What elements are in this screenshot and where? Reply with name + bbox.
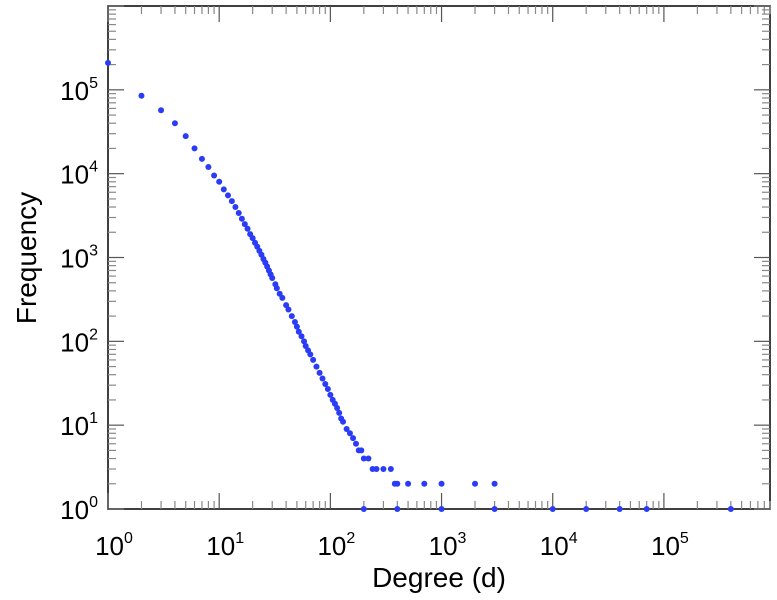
data-point xyxy=(249,235,256,242)
data-point xyxy=(138,92,145,99)
x-tick-label: 104 xyxy=(540,530,578,561)
data-point xyxy=(216,178,223,185)
data-point xyxy=(205,164,212,171)
y-tick-label: 101 xyxy=(60,410,98,441)
data-point xyxy=(350,435,357,442)
data-point xyxy=(343,426,350,433)
x-tick-label: 103 xyxy=(429,530,467,561)
data-point xyxy=(472,480,479,487)
data-point xyxy=(191,145,198,152)
data-point xyxy=(310,356,317,363)
x-tick-label: 105 xyxy=(651,530,689,561)
data-point xyxy=(380,466,387,473)
data-point xyxy=(334,405,341,412)
data-point xyxy=(244,225,251,232)
data-point xyxy=(387,466,394,473)
data-point xyxy=(288,313,295,320)
y-tick-label: 102 xyxy=(60,326,98,357)
data-point xyxy=(313,363,320,370)
data-point xyxy=(438,480,445,487)
data-point xyxy=(158,107,165,114)
data-point xyxy=(373,466,380,473)
x-tick-label: 100 xyxy=(95,530,133,561)
data-point xyxy=(316,369,323,376)
x-axis-label: Degree (d) xyxy=(372,562,506,593)
data-point xyxy=(352,440,359,447)
y-tick-label: 100 xyxy=(60,494,98,525)
data-point xyxy=(340,418,347,425)
major-ticks xyxy=(107,5,770,510)
data-point xyxy=(549,506,556,512)
data-point xyxy=(438,506,445,512)
data-point xyxy=(727,506,734,512)
data-point xyxy=(171,120,178,127)
data-point xyxy=(346,430,353,437)
data-points xyxy=(105,59,734,512)
x-tick-labels: 100 101 102 103 104 105 xyxy=(95,530,689,561)
data-point xyxy=(293,323,300,330)
data-point xyxy=(211,172,218,179)
data-point xyxy=(235,209,242,216)
data-point xyxy=(421,480,428,487)
x-tick-label: 102 xyxy=(317,530,355,561)
data-point xyxy=(224,192,231,199)
data-point xyxy=(365,455,372,462)
y-tick-label: 105 xyxy=(60,75,98,106)
data-point xyxy=(394,506,401,512)
data-point xyxy=(182,133,189,140)
data-point xyxy=(273,285,280,292)
data-point xyxy=(322,380,329,387)
data-point xyxy=(583,506,590,512)
data-point xyxy=(319,375,326,382)
x-tick-label: 101 xyxy=(206,530,244,561)
data-point xyxy=(336,409,343,416)
y-tick-label: 103 xyxy=(60,243,98,274)
data-point xyxy=(291,319,298,326)
data-point xyxy=(360,506,367,512)
plot-border xyxy=(107,5,771,510)
data-point xyxy=(307,351,314,358)
data-point xyxy=(360,455,367,462)
minor-ticks xyxy=(108,6,771,509)
data-point xyxy=(232,204,239,211)
data-point xyxy=(616,506,623,512)
data-point xyxy=(394,480,401,487)
data-point xyxy=(643,506,650,512)
data-point xyxy=(358,447,365,454)
y-tick-labels: 100 101 102 103 104 105 xyxy=(60,75,98,525)
data-point xyxy=(327,391,334,398)
data-point xyxy=(491,480,498,487)
data-point xyxy=(285,306,292,313)
data-point xyxy=(302,342,309,349)
data-point xyxy=(279,294,286,301)
data-point xyxy=(220,186,227,193)
plot-frame xyxy=(107,5,771,510)
data-point xyxy=(198,155,205,162)
data-point xyxy=(228,198,235,205)
y-axis-label: Frequency xyxy=(11,192,42,324)
data-point xyxy=(298,333,305,340)
data-point xyxy=(238,215,245,222)
data-point xyxy=(405,480,412,487)
data-point xyxy=(269,274,276,281)
data-point xyxy=(105,59,111,66)
data-point xyxy=(301,338,308,345)
data-point xyxy=(295,328,302,335)
data-point xyxy=(491,506,498,512)
data-point xyxy=(324,386,331,393)
data-point xyxy=(241,221,248,228)
y-tick-label: 104 xyxy=(60,159,98,190)
